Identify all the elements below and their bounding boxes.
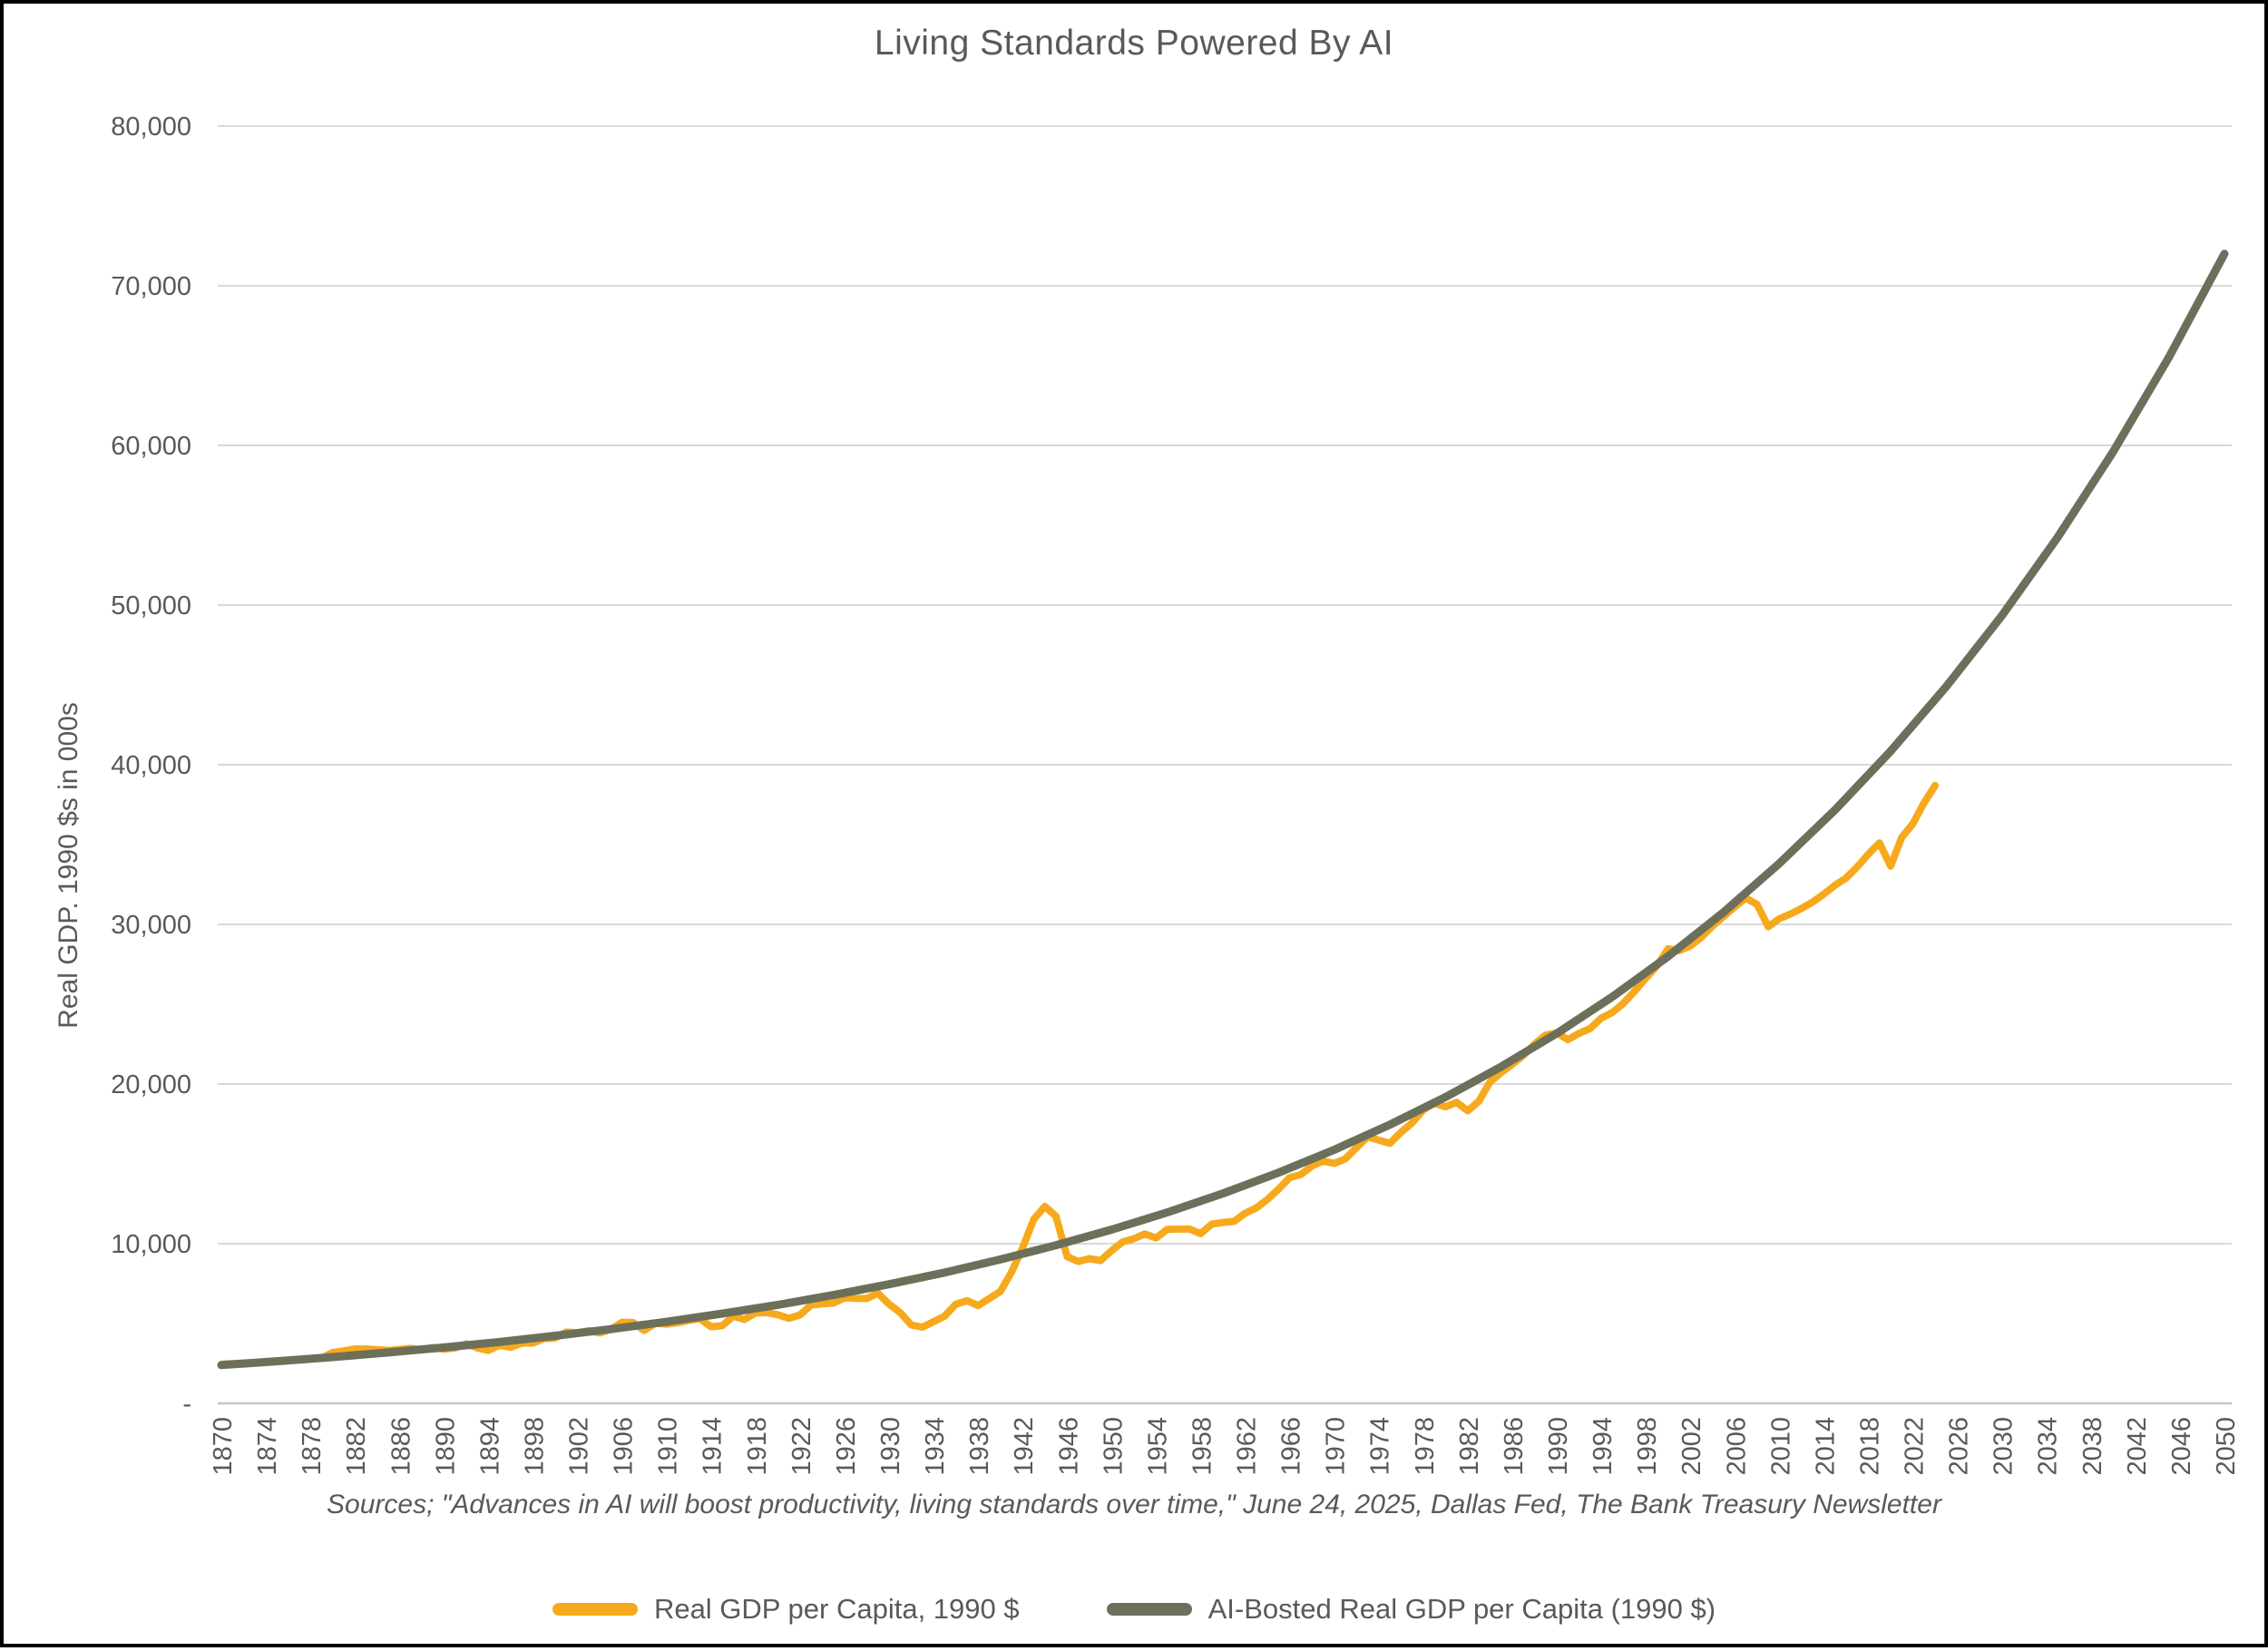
- x-tick-label: 1870: [209, 1417, 238, 1476]
- x-tick-label: 2014: [1811, 1417, 1840, 1476]
- ai-line-swatch: [1106, 1603, 1192, 1616]
- x-tick-label: 1946: [1054, 1417, 1083, 1476]
- x-tick-label: 2030: [1989, 1417, 2019, 1476]
- x-tick-label: 1998: [1633, 1417, 1662, 1476]
- x-tick-label: 1886: [386, 1417, 415, 1476]
- x-tick-label: 1994: [1589, 1417, 1618, 1476]
- y-tick-label: 10,000: [111, 1230, 191, 1259]
- x-tick-label: 1962: [1233, 1417, 1262, 1476]
- x-tick-label: 2042: [2123, 1417, 2152, 1476]
- x-tick-label: 2006: [1722, 1417, 1751, 1476]
- gdp-line-label: Real GDP per Capita, 1990 $: [653, 1593, 1020, 1625]
- legend-item-gdp: Real GDP per Capita, 1990 $: [552, 1593, 1020, 1626]
- x-tick-label: 1970: [1322, 1417, 1351, 1476]
- gdp-per-capita-line: [218, 781, 1940, 1368]
- x-tick-label: 2002: [1677, 1417, 1706, 1476]
- x-tick-label: 1950: [1099, 1417, 1128, 1476]
- x-tick-label: 1910: [654, 1417, 683, 1476]
- y-tick-label: -: [182, 1390, 191, 1419]
- gdp-line-swatch: [552, 1603, 638, 1616]
- x-tick-label: 1898: [520, 1417, 549, 1476]
- y-tick-label: 40,000: [111, 751, 191, 780]
- x-tick-label: 1974: [1366, 1417, 1395, 1476]
- x-tick-label: 1878: [298, 1417, 327, 1476]
- x-tick-label: 1954: [1143, 1417, 1172, 1476]
- x-tick-label: 1942: [1010, 1417, 1039, 1476]
- x-tick-label: 1986: [1500, 1417, 1529, 1476]
- y-tick-label: 80,000: [111, 112, 191, 142]
- x-tick-label: 1914: [699, 1417, 728, 1476]
- x-tick-label: 2018: [1855, 1417, 1884, 1476]
- y-tick-label: 60,000: [111, 432, 191, 461]
- x-tick-label: 1894: [475, 1417, 504, 1476]
- legend: Real GDP per Capita, 1990 $ AI-Bosted Re…: [4, 1593, 2264, 1626]
- chart-title: Living Standards Powered By AI: [874, 24, 1394, 63]
- x-tick-label: 1906: [610, 1417, 639, 1476]
- x-tick-label: 2026: [1945, 1417, 1974, 1476]
- x-tick-label: 1990: [1544, 1417, 1573, 1476]
- source-note: Sources; "Advances in AI will boost prod…: [327, 1490, 1941, 1519]
- x-tick-label: 1874: [253, 1417, 282, 1476]
- x-tick-label: 1902: [565, 1417, 594, 1476]
- x-tick-label: 1934: [921, 1417, 950, 1476]
- y-tick-label: 30,000: [111, 911, 191, 940]
- x-tick-label: 1918: [743, 1417, 772, 1476]
- x-tick-label: 1926: [832, 1417, 861, 1476]
- x-tick-label: 1978: [1411, 1417, 1440, 1476]
- x-tick-label: 1958: [1188, 1417, 1217, 1476]
- x-tick-label: 1890: [431, 1417, 460, 1476]
- y-tick-label: 50,000: [111, 591, 191, 620]
- x-tick-label: 2010: [1766, 1417, 1795, 1476]
- legend-item-ai: AI-Bosted Real GDP per Capita (1990 $): [1106, 1593, 1716, 1626]
- x-tick-label: 2050: [2212, 1417, 2241, 1476]
- x-tick-label: 1882: [342, 1417, 371, 1476]
- x-tick-label: 1966: [1277, 1417, 1306, 1476]
- x-tick-label: 1982: [1455, 1417, 1484, 1476]
- x-tick-label: 1938: [965, 1417, 994, 1476]
- x-tick-label: 2034: [2034, 1417, 2063, 1476]
- x-tick-label: 2022: [1901, 1417, 1930, 1476]
- y-tick-label: 20,000: [111, 1070, 191, 1099]
- y-tick-label: 70,000: [111, 272, 191, 301]
- x-tick-label: 2046: [2167, 1417, 2196, 1476]
- ai-line-label: AI-Bosted Real GDP per Capita (1990 $): [1207, 1593, 1716, 1625]
- x-tick-label: 1922: [787, 1417, 816, 1476]
- chart-plot: - 10,000 20,000 30,000 40,000 50,000 60,000 70,…: [111, 112, 2241, 1476]
- ai-boosted-line: [217, 249, 2229, 1370]
- x-tick-label: 1930: [876, 1417, 905, 1476]
- x-tick-label: 2038: [2078, 1417, 2107, 1476]
